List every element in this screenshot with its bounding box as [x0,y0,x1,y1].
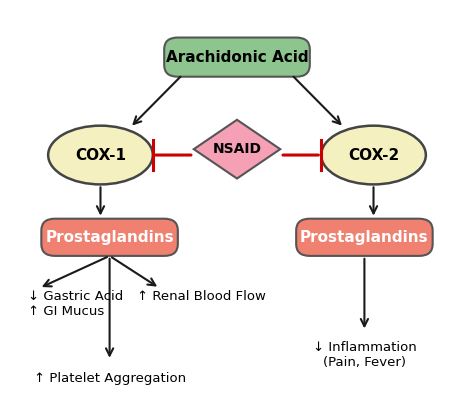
Text: Prostaglandins: Prostaglandins [300,230,428,245]
Text: ↑ Renal Blood Flow: ↑ Renal Blood Flow [137,290,266,303]
Text: ↓ Inflammation
(Pain, Fever): ↓ Inflammation (Pain, Fever) [312,341,416,369]
Text: NSAID: NSAID [212,142,262,156]
Ellipse shape [321,126,426,184]
Text: Prostaglandins: Prostaglandins [46,230,174,245]
Text: ↓ Gastric Acid
↑ GI Mucus: ↓ Gastric Acid ↑ GI Mucus [27,290,123,318]
Text: COX-1: COX-1 [75,148,126,162]
FancyBboxPatch shape [296,219,433,256]
FancyBboxPatch shape [41,219,178,256]
Text: ↑ Platelet Aggregation: ↑ Platelet Aggregation [34,372,186,385]
FancyBboxPatch shape [164,38,310,77]
Text: COX-2: COX-2 [348,148,399,162]
Ellipse shape [48,126,153,184]
Text: Arachidonic Acid: Arachidonic Acid [166,50,308,64]
Polygon shape [194,120,280,179]
